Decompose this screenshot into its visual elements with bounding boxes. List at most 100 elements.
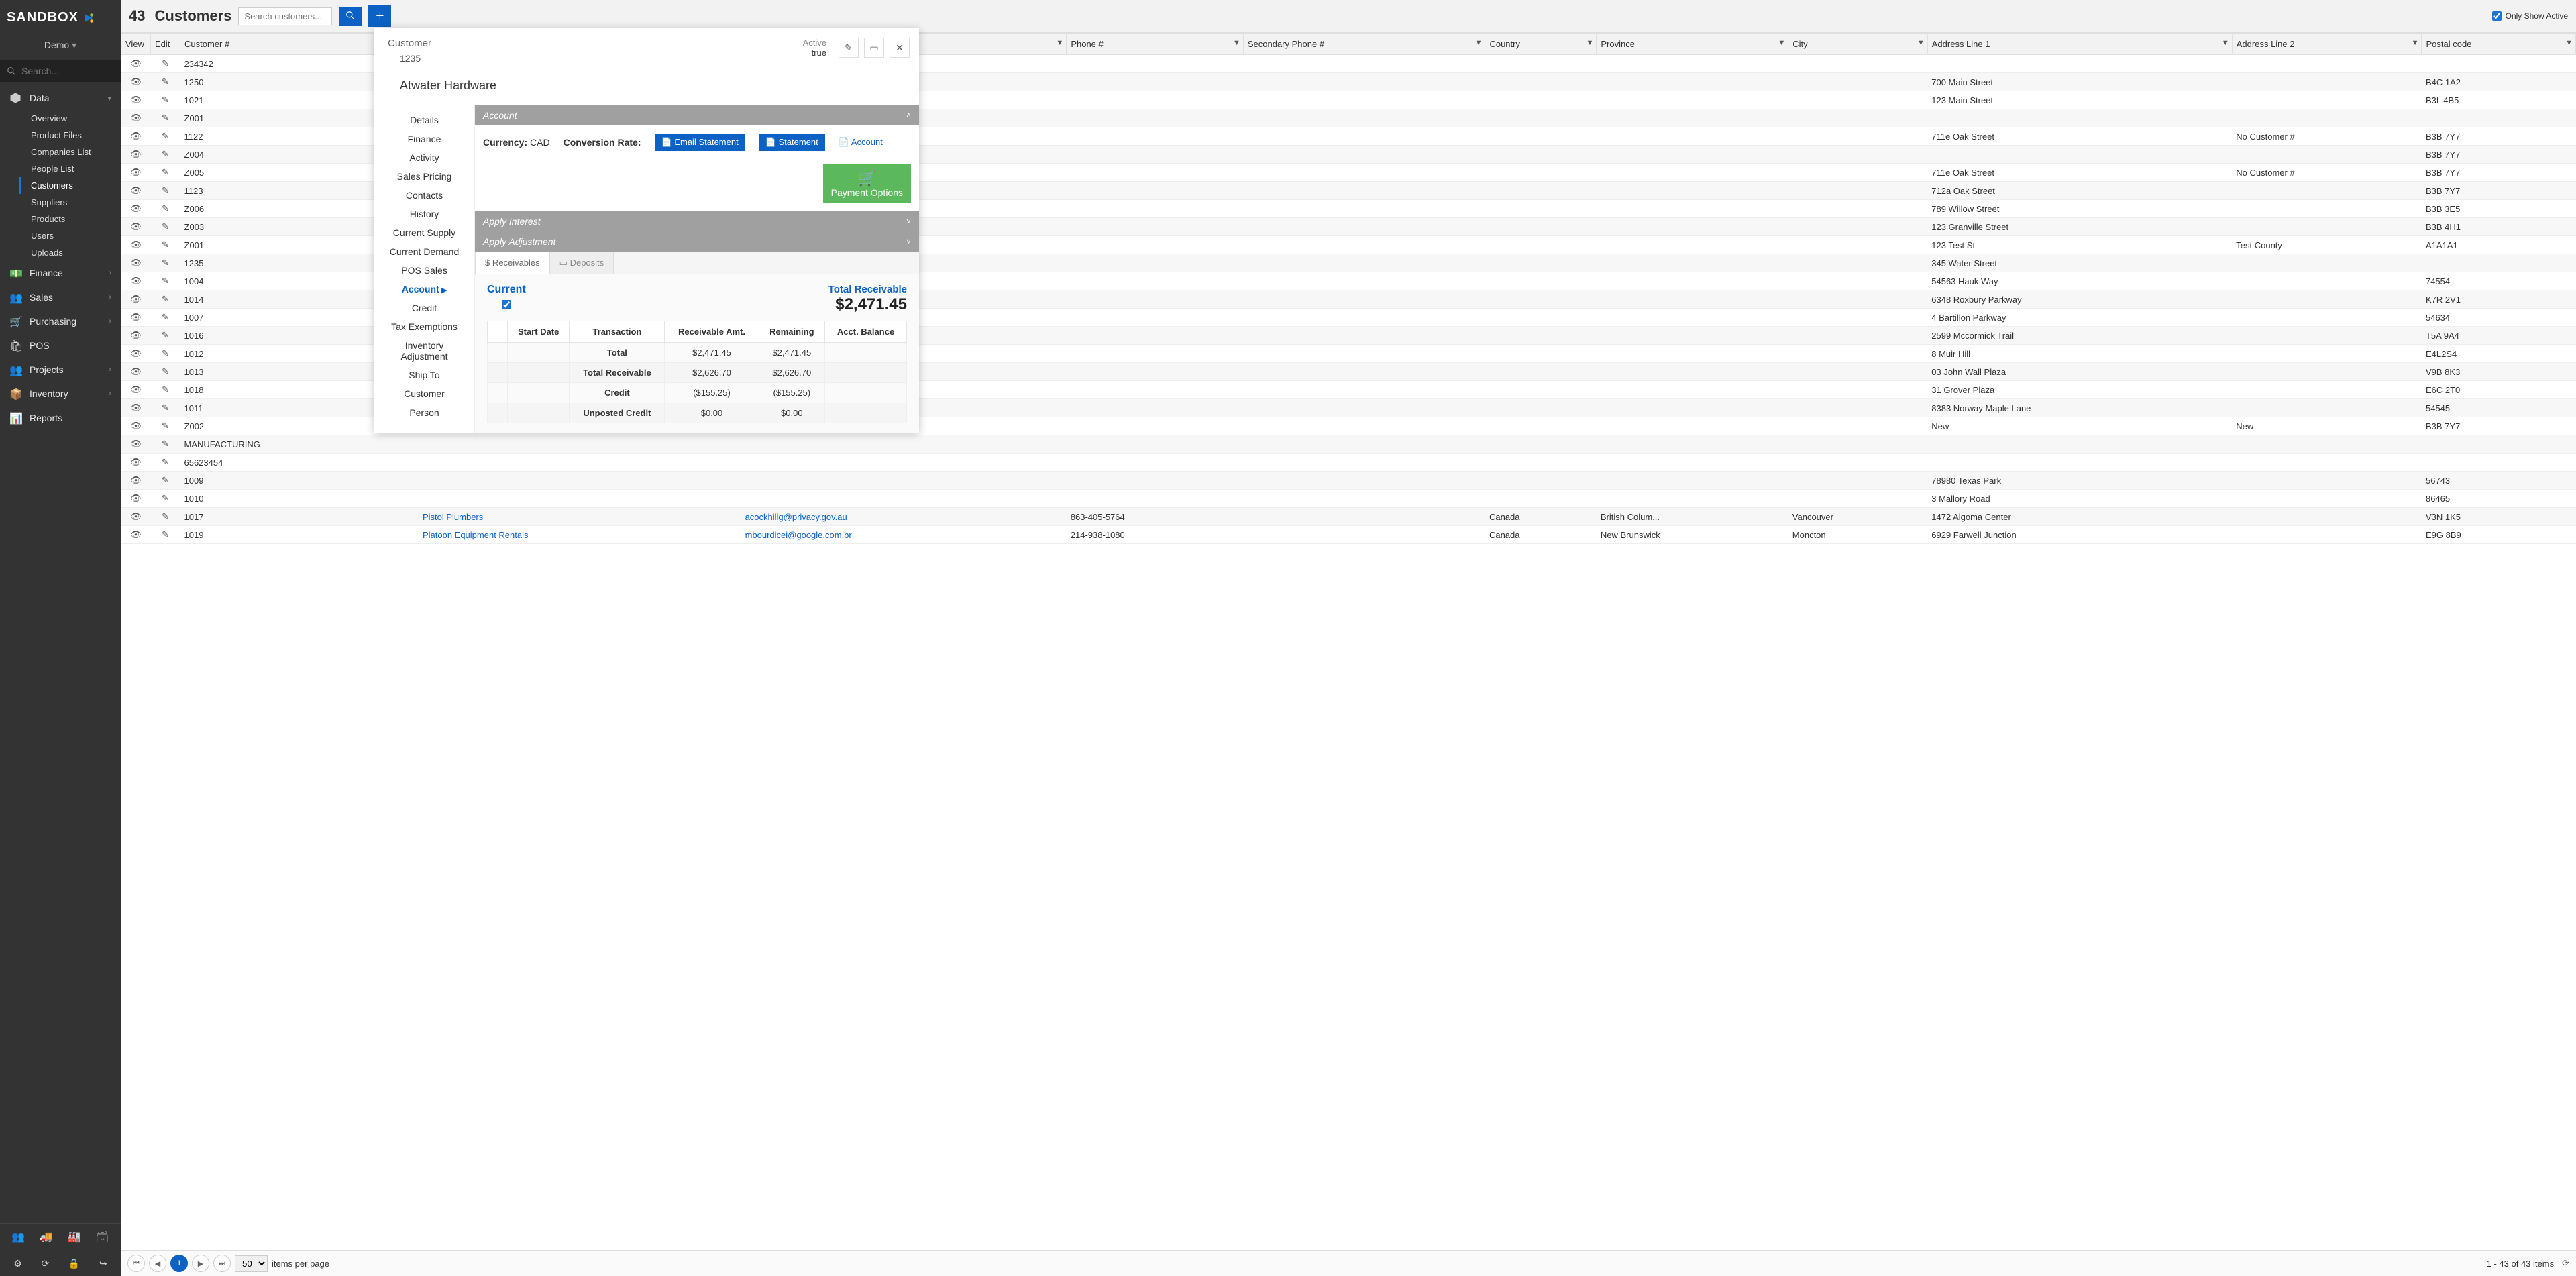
view-icon[interactable]: 👁 bbox=[130, 240, 142, 250]
edit-icon[interactable]: ✎ bbox=[162, 131, 169, 141]
edit-icon[interactable]: ✎ bbox=[162, 258, 169, 268]
view-icon[interactable]: 👁 bbox=[130, 76, 142, 87]
view-icon[interactable]: 👁 bbox=[130, 475, 142, 485]
section-account[interactable]: Account ˄ bbox=[475, 105, 919, 125]
edit-icon[interactable]: ✎ bbox=[162, 312, 169, 322]
detail-tab-sales-pricing[interactable]: Sales Pricing bbox=[374, 167, 474, 186]
edit-icon[interactable]: ✎ bbox=[162, 240, 169, 250]
edit-icon[interactable]: ✎ bbox=[162, 403, 169, 413]
pager-next[interactable]: ▶ bbox=[192, 1255, 209, 1272]
edit-icon[interactable]: ✎ bbox=[162, 366, 169, 376]
edit-icon[interactable]: ✎ bbox=[162, 493, 169, 503]
lock-icon[interactable]: 🔒 bbox=[68, 1258, 80, 1269]
col-country[interactable]: Country▼ bbox=[1485, 34, 1597, 55]
nav-pos[interactable]: 🛍POS bbox=[0, 333, 121, 358]
current-checkbox[interactable] bbox=[502, 300, 511, 309]
only-active-checkbox[interactable] bbox=[2492, 11, 2502, 21]
view-icon[interactable]: 👁 bbox=[130, 439, 142, 449]
view-icon[interactable]: 👁 bbox=[130, 58, 142, 68]
view-icon[interactable]: 👁 bbox=[130, 493, 142, 503]
edit-icon[interactable]: ✎ bbox=[162, 58, 169, 68]
sidebar-item-customers[interactable]: Customers bbox=[19, 177, 121, 194]
edit-icon[interactable]: ✎ bbox=[162, 203, 169, 213]
view-icon[interactable]: 👁 bbox=[130, 348, 142, 358]
detail-tab-ship-to[interactable]: Ship To bbox=[374, 366, 474, 384]
detail-tab-credit[interactable]: Credit bbox=[374, 299, 474, 317]
col-city[interactable]: City▼ bbox=[1788, 34, 1927, 55]
view-icon[interactable]: 👁 bbox=[130, 312, 142, 322]
view-icon[interactable]: 👁 bbox=[130, 258, 142, 268]
col-secondary-phone-[interactable]: Secondary Phone #▼ bbox=[1243, 34, 1485, 55]
view-icon[interactable]: 👁 bbox=[130, 330, 142, 340]
email-statement-button[interactable]: 📄 Email Statement bbox=[655, 134, 745, 151]
detail-tab-details[interactable]: Details bbox=[374, 111, 474, 129]
filter-icon[interactable]: ▼ bbox=[1233, 39, 1240, 47]
add-button[interactable]: ＋ bbox=[368, 5, 391, 27]
col-phone-[interactable]: Phone #▼ bbox=[1067, 34, 1244, 55]
filter-icon[interactable]: ▼ bbox=[1586, 39, 1593, 47]
sidebar-item-suppliers[interactable]: Suppliers bbox=[31, 194, 121, 211]
edit-icon[interactable]: ✎ bbox=[162, 276, 169, 286]
view-icon[interactable]: 👁 bbox=[130, 403, 142, 413]
truck-icon[interactable]: 🚚 bbox=[40, 1230, 53, 1244]
view-icon[interactable]: 👁 bbox=[130, 529, 142, 539]
filter-icon[interactable]: ▼ bbox=[1778, 39, 1785, 47]
edit-icon[interactable]: ✎ bbox=[162, 294, 169, 304]
view-icon[interactable]: 👁 bbox=[130, 95, 142, 105]
view-icon[interactable]: 👁 bbox=[130, 149, 142, 159]
nav-reports[interactable]: 📊Reports bbox=[0, 406, 121, 430]
view-icon[interactable]: 👁 bbox=[130, 384, 142, 394]
detail-tab-finance[interactable]: Finance bbox=[374, 129, 474, 148]
nav-inventory[interactable]: 📦Inventory› bbox=[0, 382, 121, 406]
sidebar-item-people-list[interactable]: People List bbox=[31, 160, 121, 177]
view-icon[interactable]: 👁 bbox=[130, 457, 142, 467]
global-search-input[interactable] bbox=[21, 66, 114, 76]
detail-tab-current-demand[interactable]: Current Demand bbox=[374, 242, 474, 261]
sidebar-item-users[interactable]: Users bbox=[31, 227, 121, 244]
users-icon[interactable]: 👥 bbox=[11, 1230, 25, 1244]
edit-icon[interactable]: ✎ bbox=[162, 330, 169, 340]
view-icon[interactable]: 👁 bbox=[130, 203, 142, 213]
refresh-icon[interactable]: ⟳ bbox=[42, 1258, 50, 1269]
filter-icon[interactable]: ▼ bbox=[2565, 39, 2573, 47]
sidebar-item-product-files[interactable]: Product Files bbox=[31, 127, 121, 144]
edit-icon[interactable]: ✎ bbox=[162, 149, 169, 159]
pager-page-1[interactable]: 1 bbox=[170, 1255, 188, 1272]
customer-search-input[interactable] bbox=[238, 7, 332, 25]
edit-icon[interactable]: ✎ bbox=[162, 95, 169, 105]
filter-icon[interactable]: ▼ bbox=[2412, 39, 2419, 47]
pager-first[interactable]: ⏮ bbox=[127, 1255, 145, 1272]
detail-tab-customer[interactable]: Customer bbox=[374, 384, 474, 403]
table-row[interactable]: 👁✎100978980 Texas Park56743 bbox=[121, 472, 2576, 490]
table-row[interactable]: 👁✎MANUFACTURING bbox=[121, 435, 2576, 454]
sidebar-item-uploads[interactable]: Uploads bbox=[31, 244, 121, 261]
tenant-selector[interactable]: Demo bbox=[0, 36, 121, 60]
view-icon[interactable]: 👁 bbox=[130, 185, 142, 195]
table-row[interactable]: 👁✎65623454 bbox=[121, 454, 2576, 472]
sidebar-item-overview[interactable]: Overview bbox=[31, 110, 121, 127]
edit-icon[interactable]: ✎ bbox=[162, 185, 169, 195]
detail-tab-contacts[interactable]: Contacts bbox=[374, 186, 474, 205]
pager-last[interactable]: ⏭ bbox=[213, 1255, 231, 1272]
view-icon[interactable]: 👁 bbox=[130, 131, 142, 141]
view-icon[interactable]: 👁 bbox=[130, 221, 142, 231]
payment-options-button[interactable]: 🛒 Payment Options bbox=[823, 164, 911, 203]
factory-icon[interactable]: 🏭 bbox=[68, 1230, 81, 1244]
section-apply-adjustment[interactable]: Apply Adjustment ˅ bbox=[475, 231, 919, 252]
detail-tab-person[interactable]: Person bbox=[374, 403, 474, 422]
edit-icon[interactable]: ✎ bbox=[162, 439, 169, 449]
maximize-button[interactable]: ▭ bbox=[864, 38, 884, 58]
view-icon[interactable]: 👁 bbox=[130, 366, 142, 376]
archive-icon[interactable]: 🗃 bbox=[96, 1230, 109, 1244]
search-button[interactable] bbox=[339, 7, 362, 26]
detail-tab-activity[interactable]: Activity bbox=[374, 148, 474, 167]
view-icon[interactable]: 👁 bbox=[130, 511, 142, 521]
nav-projects[interactable]: 👥Projects› bbox=[0, 358, 121, 382]
section-apply-interest[interactable]: Apply Interest ˅ bbox=[475, 211, 919, 231]
table-row[interactable]: 👁✎1017Pistol Plumbersacockhillg@privacy.… bbox=[121, 508, 2576, 526]
nav-purchasing[interactable]: 🛒Purchasing› bbox=[0, 309, 121, 333]
edit-icon[interactable]: ✎ bbox=[162, 113, 169, 123]
col-province[interactable]: Province▼ bbox=[1597, 34, 1788, 55]
view-icon[interactable]: 👁 bbox=[130, 113, 142, 123]
edit-detail-button[interactable]: ✎ bbox=[839, 38, 859, 58]
